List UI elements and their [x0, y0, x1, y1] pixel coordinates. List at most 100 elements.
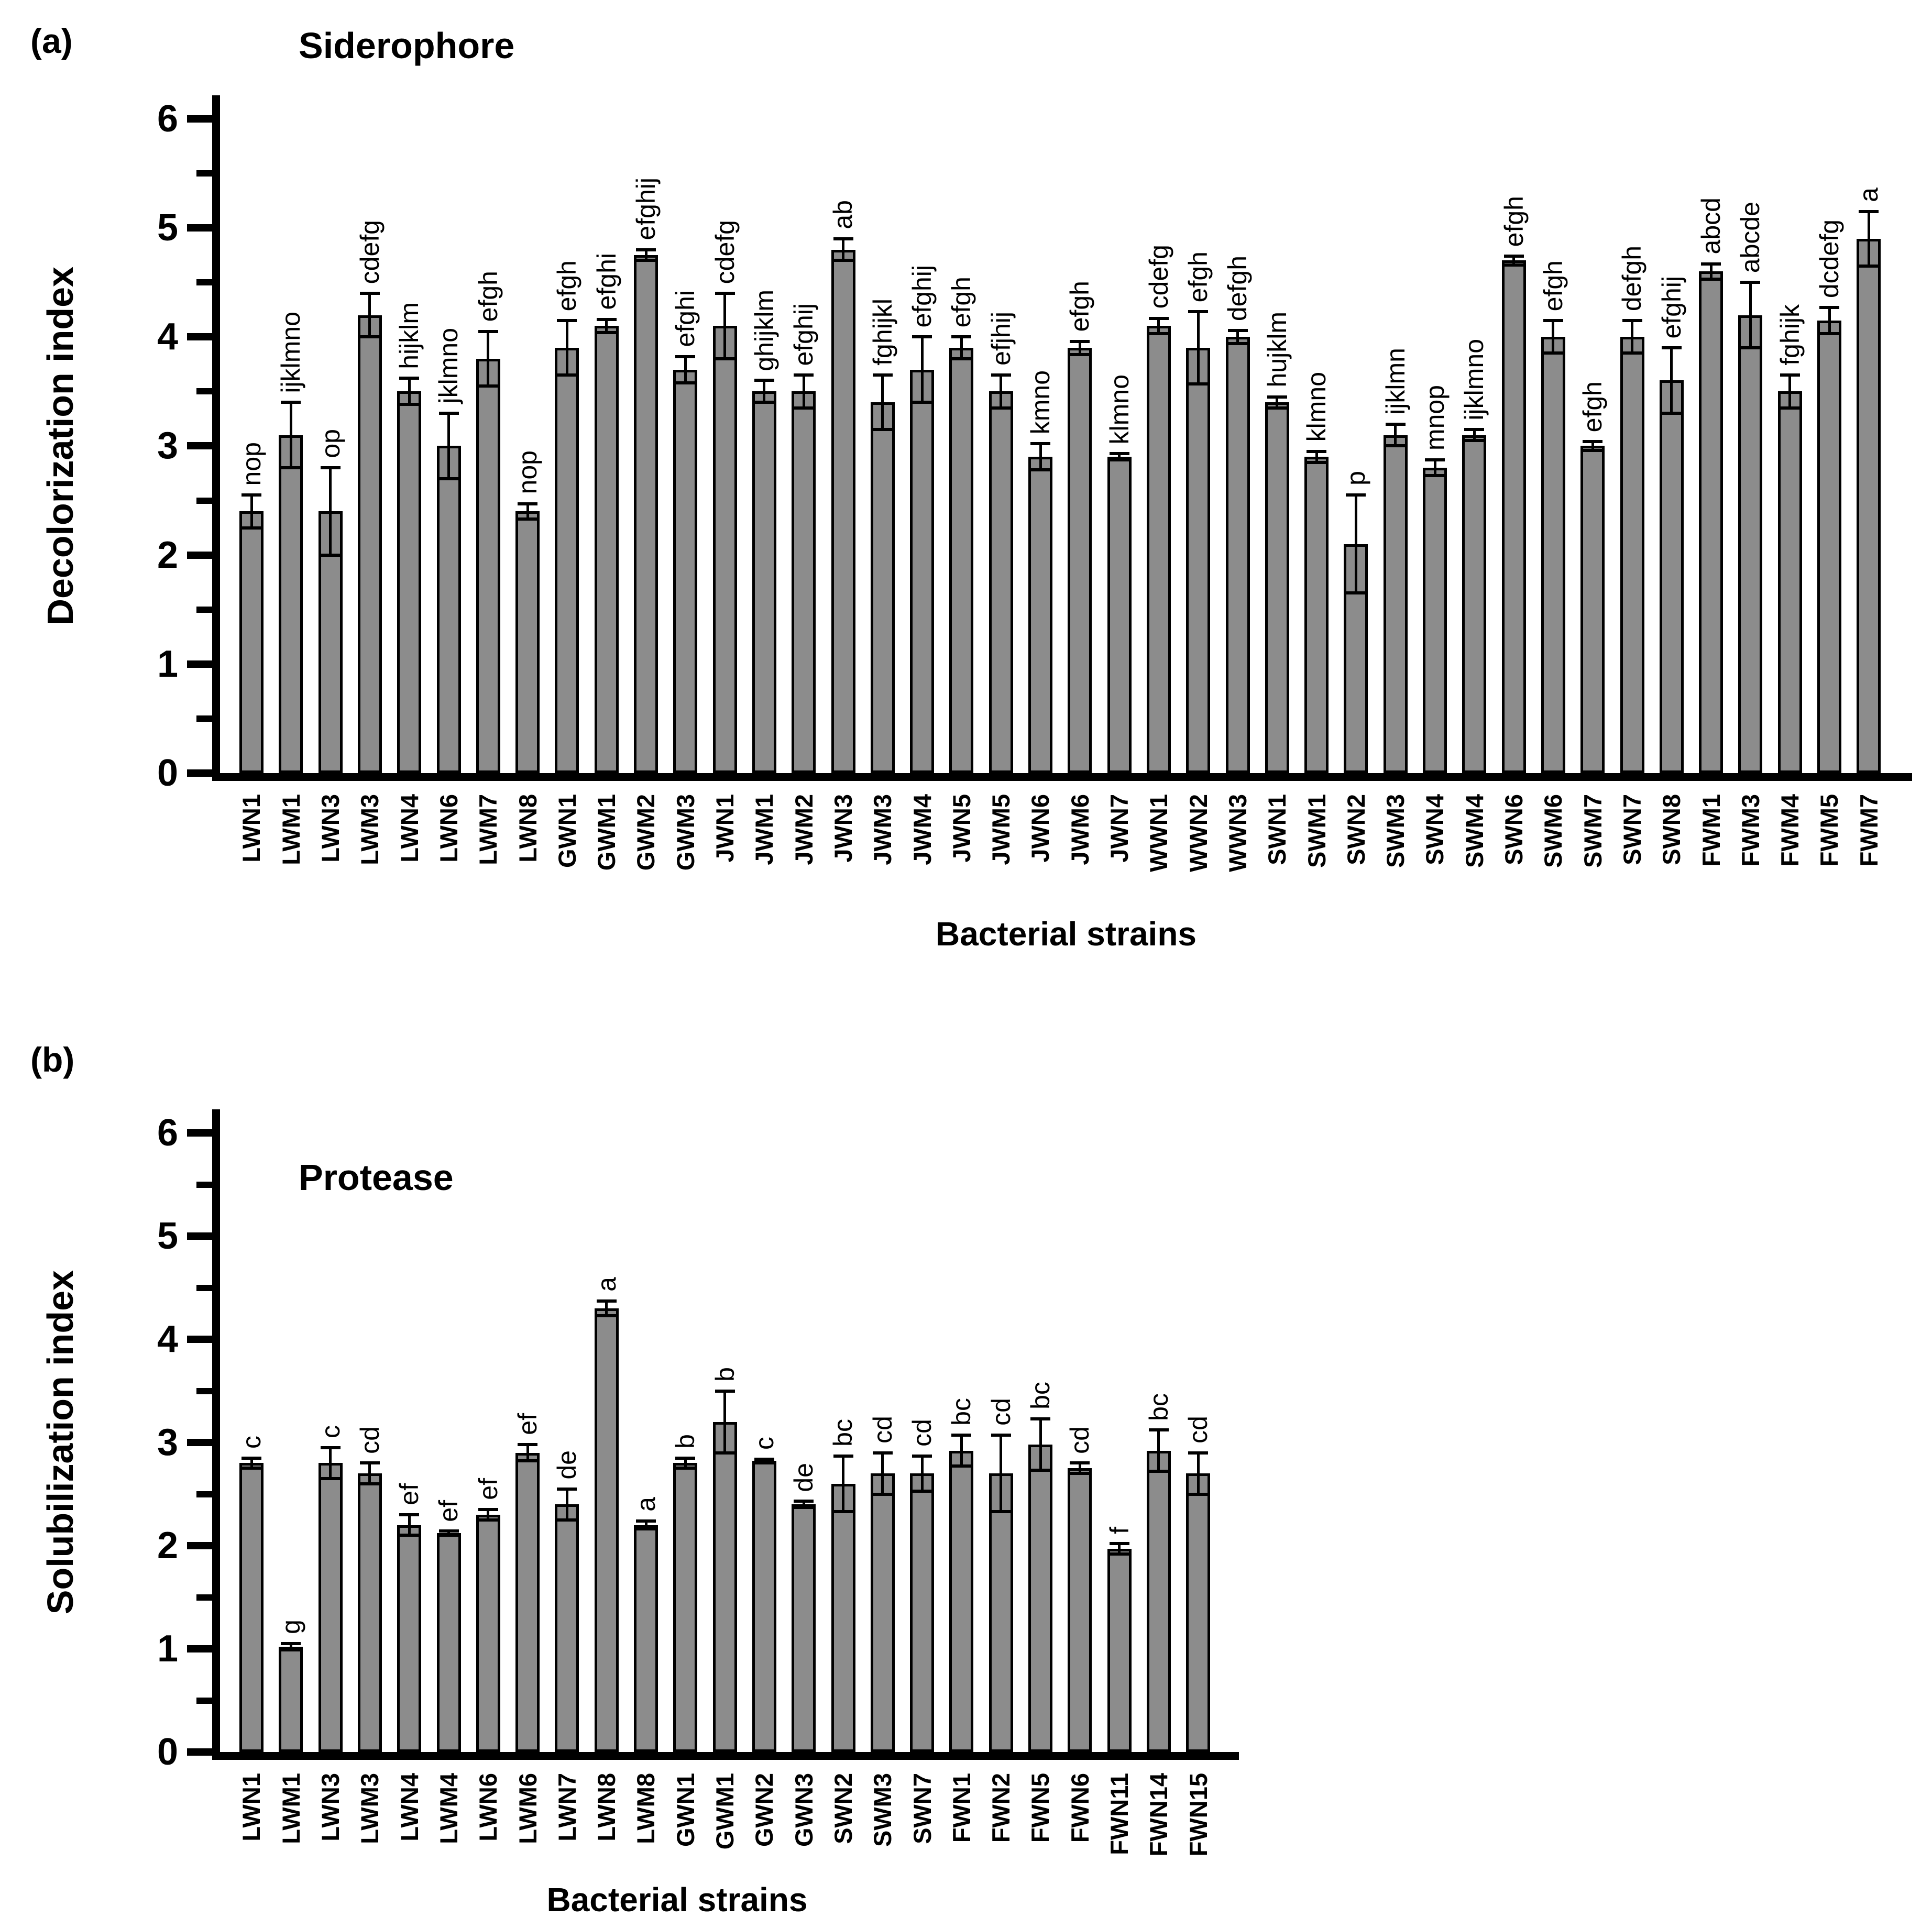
error-cap-bottom-FWN11 — [1109, 1552, 1129, 1556]
bar-SWM6 — [1541, 337, 1565, 773]
x-tick-label-SWN7: SWN7 — [908, 1773, 936, 1844]
error-cap-top-SWN1 — [1267, 395, 1287, 399]
bar-JWN6 — [1028, 457, 1052, 773]
error-bar-LWN8 — [605, 1301, 608, 1316]
sig-letter-LWN1: c — [236, 1435, 266, 1449]
bar-GWN1 — [673, 1463, 698, 1752]
sig-letter-SWN1: hujklm — [1262, 312, 1292, 388]
error-cap-bottom-FWM5 — [1819, 332, 1839, 335]
x-tick-label-GWM1: GWM1 — [592, 794, 621, 871]
sig-letter-FWM7: a — [1854, 187, 1884, 202]
bar-JWN3 — [831, 249, 855, 773]
error-cap-bottom-SWM4 — [1464, 438, 1485, 442]
sig-letter-SWN8: efghij — [1656, 276, 1686, 339]
error-cap-top-SWM3 — [1385, 422, 1406, 426]
sig-letter-LWN8: a — [591, 1277, 621, 1292]
x-tick-label-GWN3: GWN3 — [789, 1773, 818, 1847]
chart-a-y-axis-label: Decolorization index — [40, 267, 81, 625]
x-tick-label-LWM8: LWM8 — [632, 1773, 660, 1844]
error-bar-GWM1 — [723, 1391, 727, 1453]
y-minor-tick — [196, 170, 212, 177]
bar-SWN7 — [910, 1473, 935, 1752]
error-cap-bottom-LWM3 — [359, 1482, 380, 1485]
bar-SWN8 — [1659, 380, 1684, 773]
error-bar-FWN1 — [960, 1435, 963, 1467]
error-cap-bottom-JWN3 — [833, 259, 853, 262]
error-bar-LWN8 — [526, 503, 529, 519]
sig-letter-JWN7: klmno — [1104, 374, 1134, 444]
error-bar-LWM1 — [289, 402, 292, 468]
error-cap-top-FWN6 — [1070, 1461, 1090, 1465]
sig-letter-WWN1: cdefg — [1144, 245, 1173, 309]
y-major-tick — [187, 1129, 212, 1137]
sig-letter-LWN6: ef — [473, 1478, 503, 1501]
error-cap-top-JWM2 — [794, 373, 814, 377]
error-cap-top-LWM6 — [518, 1442, 538, 1446]
error-bar-SWN2 — [842, 1456, 844, 1512]
error-cap-bottom-LWN3 — [320, 553, 341, 557]
bar-JWM2 — [792, 391, 816, 773]
bar-LWN4 — [397, 391, 422, 773]
x-tick-label-JWN3: JWN3 — [829, 794, 857, 863]
sig-letter-SWM4: ijklmno — [1459, 338, 1489, 421]
sig-letter-FWM3: abcde — [1736, 201, 1765, 273]
sig-letter-LWN6: jklmno — [434, 328, 464, 404]
chart-b-x-axis-label: Bacterial strains — [546, 1881, 808, 1919]
bar-LWN1 — [239, 1463, 264, 1752]
error-cap-top-SWN6 — [1503, 255, 1524, 258]
x-tick-label-FWN11: FWN11 — [1105, 1773, 1134, 1855]
error-cap-bottom-SWN8 — [1661, 411, 1682, 415]
bar-SWN2 — [831, 1483, 855, 1752]
sig-letter-GWM2: efghij — [631, 178, 661, 240]
bar-LWN8 — [594, 1308, 619, 1752]
y-minor-tick — [196, 606, 212, 613]
error-bar-FWM5 — [1828, 307, 1831, 334]
sig-letter-WWN3: defgh — [1223, 255, 1253, 321]
bar-JWM6 — [1068, 348, 1092, 773]
sig-letter-SWM3: ijklmn — [1380, 347, 1410, 415]
bar-JWN1 — [712, 326, 737, 773]
sig-letter-GWN1: efgh — [552, 260, 582, 311]
error-cap-bottom-GWM1 — [715, 1451, 735, 1455]
x-tick-label-SWN8: SWN8 — [1657, 794, 1686, 865]
error-cap-bottom-SWM7 — [1583, 448, 1603, 452]
error-cap-bottom-LWM1 — [281, 1648, 301, 1651]
error-cap-top-SWM3 — [872, 1451, 893, 1455]
error-cap-bottom-LWM7 — [478, 384, 498, 388]
error-bar-GWM1 — [605, 319, 608, 333]
x-tick-label-LWN1: LWN1 — [237, 794, 266, 863]
error-cap-top-FWN1 — [951, 1434, 972, 1437]
error-bar-LWN4 — [408, 378, 411, 405]
x-tick-label-LWM6: LWM6 — [513, 1773, 542, 1844]
x-tick-label-FWN14: FWN14 — [1145, 1773, 1173, 1857]
y-axis-line — [212, 1109, 220, 1760]
x-tick-label-FWN1: FWN1 — [947, 1773, 975, 1843]
error-bar-GWN3 — [802, 1501, 805, 1508]
error-cap-bottom-GWN3 — [794, 1506, 814, 1510]
error-cap-bottom-SWN2 — [833, 1510, 853, 1513]
error-cap-top-LWM1 — [281, 1642, 301, 1646]
error-bar-WWN1 — [1157, 318, 1160, 334]
bar-SWM3 — [1383, 435, 1408, 773]
x-tick-label-LWM1: LWM1 — [277, 794, 305, 865]
error-cap-top-LWM8 — [636, 1519, 656, 1523]
error-bar-FWM1 — [1709, 263, 1713, 279]
error-cap-top-SWN2 — [833, 1454, 853, 1458]
x-tick-label-LWN6: LWN6 — [474, 1773, 502, 1842]
bar-LWM1 — [279, 435, 303, 773]
error-cap-bottom-JWM2 — [794, 406, 814, 410]
sig-letter-SWM1: klmno — [1302, 372, 1332, 442]
error-cap-top-JWN5 — [951, 335, 972, 339]
y-major-tick — [187, 333, 212, 341]
error-bar-SWM3 — [1394, 424, 1397, 446]
error-bar-LWN4 — [408, 1514, 411, 1536]
error-cap-top-GWM3 — [675, 355, 696, 358]
error-cap-top-LWN7 — [557, 1487, 577, 1491]
y-minor-tick — [196, 1181, 212, 1188]
sig-letter-FWN11: f — [1104, 1527, 1134, 1535]
error-cap-bottom-GWM2 — [636, 259, 656, 262]
y-major-tick — [187, 1748, 212, 1756]
error-cap-top-JWN3 — [833, 237, 853, 240]
error-cap-top-LWN8 — [518, 502, 538, 505]
x-tick-label-LWM1: LWM1 — [277, 1773, 305, 1844]
